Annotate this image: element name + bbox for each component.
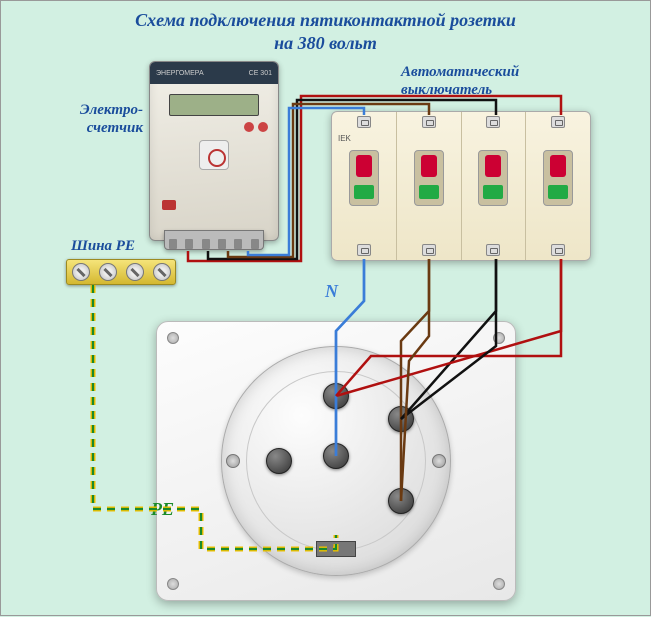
socket-screw-right [432, 454, 446, 468]
socket-pin-spare [266, 448, 292, 474]
socket-screw-left [226, 454, 240, 468]
socket-pin-l3 [388, 488, 414, 514]
socket-pin-l2 [388, 406, 414, 432]
diagram-title: Схема подключения пятиконтактной розетки… [1, 1, 650, 56]
title-line-1: Схема подключения пятиконтактной розетки [135, 10, 516, 30]
pe-bus-label: Шина PE [71, 237, 135, 255]
socket-pin-n [323, 443, 349, 469]
neutral-label: N [325, 281, 338, 302]
circuit-breaker: IEK [331, 111, 591, 261]
socket-pin-l1 [323, 383, 349, 409]
title-line-2: на 380 вольт [274, 33, 377, 53]
breaker-label: Автоматическийвыключатель [401, 63, 519, 99]
pe-ground-label: PE [151, 499, 174, 520]
earth-tab [316, 541, 356, 557]
pe-bus-bar [66, 259, 176, 285]
electricity-meter: ЭНЕРГОМЕРАCE 301 [149, 61, 279, 241]
meter-label: Электро-счетчик [61, 101, 143, 137]
